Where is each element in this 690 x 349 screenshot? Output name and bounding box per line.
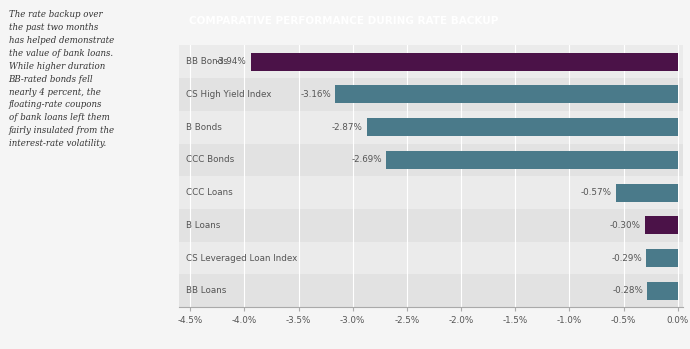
Text: -0.29%: -0.29%: [611, 253, 642, 262]
Text: B Loans: B Loans: [186, 221, 220, 230]
Text: -3.94%: -3.94%: [216, 57, 246, 66]
Text: -0.30%: -0.30%: [610, 221, 641, 230]
Text: -0.28%: -0.28%: [612, 286, 643, 295]
Bar: [616, 184, 678, 202]
Text: CCC Bonds: CCC Bonds: [186, 155, 234, 164]
Bar: [179, 242, 683, 274]
Bar: [386, 151, 678, 169]
Bar: [647, 249, 678, 267]
Text: The rate backup over
the past two months
has helped demonstrate
the value of ban: The rate backup over the past two months…: [8, 10, 115, 148]
Text: BB Loans: BB Loans: [186, 286, 226, 295]
Bar: [251, 53, 678, 71]
Bar: [645, 216, 678, 234]
Text: B Bonds: B Bonds: [186, 122, 221, 132]
Text: CCC Loans: CCC Loans: [186, 188, 233, 197]
Text: COMPARATIVE PERFORMANCE DURING RATE BACKUP: COMPARATIVE PERFORMANCE DURING RATE BACK…: [190, 16, 499, 26]
Bar: [179, 78, 683, 111]
Bar: [335, 86, 678, 103]
Text: BB Bonds: BB Bonds: [186, 57, 228, 66]
Bar: [179, 111, 683, 143]
Bar: [179, 45, 683, 78]
Bar: [179, 209, 683, 242]
Bar: [179, 176, 683, 209]
Bar: [179, 274, 683, 307]
Bar: [367, 118, 678, 136]
Bar: [179, 143, 683, 176]
Text: -0.57%: -0.57%: [580, 188, 611, 197]
Bar: [647, 282, 678, 300]
Text: -2.87%: -2.87%: [332, 122, 362, 132]
Text: -2.69%: -2.69%: [351, 155, 382, 164]
Text: CS Leveraged Loan Index: CS Leveraged Loan Index: [186, 253, 297, 262]
Text: CS High Yield Index: CS High Yield Index: [186, 90, 271, 99]
Text: -3.16%: -3.16%: [300, 90, 331, 99]
